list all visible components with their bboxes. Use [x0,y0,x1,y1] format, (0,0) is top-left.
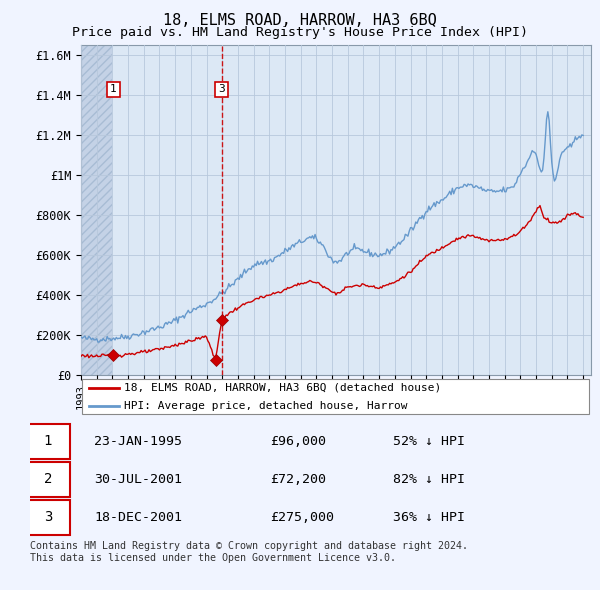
Text: 23-JAN-1995: 23-JAN-1995 [94,435,182,448]
FancyBboxPatch shape [82,379,589,414]
Text: 52% ↓ HPI: 52% ↓ HPI [392,435,465,448]
FancyBboxPatch shape [26,424,70,458]
Text: 82% ↓ HPI: 82% ↓ HPI [392,473,465,486]
Text: 3: 3 [44,510,52,525]
Text: 36% ↓ HPI: 36% ↓ HPI [392,511,465,524]
Text: Price paid vs. HM Land Registry's House Price Index (HPI): Price paid vs. HM Land Registry's House … [72,26,528,39]
FancyBboxPatch shape [26,500,70,535]
Text: £72,200: £72,200 [270,473,326,486]
Text: 3: 3 [218,84,225,94]
Text: 18-DEC-2001: 18-DEC-2001 [94,511,182,524]
Text: £275,000: £275,000 [270,511,334,524]
Text: 30-JUL-2001: 30-JUL-2001 [94,473,182,486]
Text: 18, ELMS ROAD, HARROW, HA3 6BQ (detached house): 18, ELMS ROAD, HARROW, HA3 6BQ (detached… [124,383,442,393]
Text: 18, ELMS ROAD, HARROW, HA3 6BQ: 18, ELMS ROAD, HARROW, HA3 6BQ [163,13,437,28]
Text: HPI: Average price, detached house, Harrow: HPI: Average price, detached house, Harr… [124,401,408,411]
Text: £96,000: £96,000 [270,435,326,448]
Text: 1: 1 [44,434,52,448]
Text: 1: 1 [110,84,117,94]
Text: Contains HM Land Registry data © Crown copyright and database right 2024.
This d: Contains HM Land Registry data © Crown c… [30,541,468,563]
Text: 2: 2 [44,473,52,486]
FancyBboxPatch shape [26,462,70,497]
Bar [81,45,112,375]
